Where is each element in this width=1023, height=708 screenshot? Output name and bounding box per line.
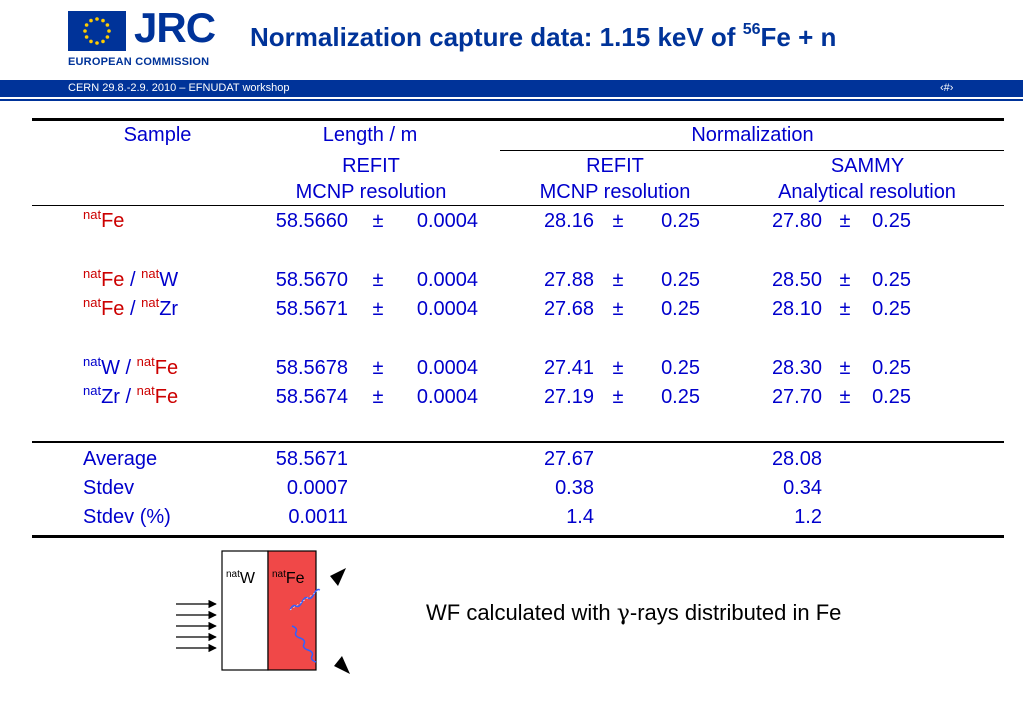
european-commission-text: EUROPEAN COMMISSION <box>68 56 210 68</box>
refit-error: 0.25 <box>661 357 700 379</box>
refit-value: 27.68 <box>543 298 594 320</box>
header-bar-underline <box>0 99 1023 101</box>
refit-value: 27.19 <box>543 386 594 408</box>
stat-refit: 27.67 <box>543 448 594 470</box>
table-bottom-rule <box>32 535 1004 538</box>
pm-sign: ± <box>612 386 624 408</box>
header-normalization: Normalization <box>691 124 814 146</box>
sammy-value: 28.50 <box>771 269 822 291</box>
length-value: 58.5678 <box>275 357 348 379</box>
gamma-symbol: γ <box>616 601 630 626</box>
sammy-error: 0.25 <box>872 386 911 408</box>
stat-label: Average <box>83 448 158 470</box>
header-norm-refit: REFIT <box>586 155 644 177</box>
jrc-logo: JRC EUROPEAN COMMISSION <box>68 4 216 70</box>
sample-geometry-diagram: natW natFe <box>170 548 360 678</box>
stat-length: 0.0011 <box>288 506 348 528</box>
length-error: 0.0004 <box>416 298 478 320</box>
pm-sign: ± <box>839 298 851 320</box>
header-bottom-rule <box>32 205 1004 206</box>
workshop-label: CERN 29.8.-2.9. 2010 – EFNUDAT workshop <box>68 82 290 94</box>
length-error: 0.0004 <box>416 357 478 379</box>
refit-value: 28.16 <box>543 210 594 232</box>
refit-value: 27.41 <box>543 357 594 379</box>
stat-sammy: 28.08 <box>771 448 822 470</box>
eu-flag-icon <box>68 11 126 51</box>
stat-refit: 0.38 <box>555 477 594 499</box>
length-value: 58.5674 <box>275 386 348 408</box>
neutron-beam-arrows <box>176 599 217 653</box>
header-sammy: SAMMY <box>830 155 905 177</box>
sample-cell: natZr / natFe <box>83 383 179 408</box>
refit-error: 0.25 <box>661 298 700 320</box>
w-label: natW <box>226 569 256 587</box>
header-length: Length / m <box>322 124 418 146</box>
title-tail: Fe + n <box>760 22 837 52</box>
length-value: 58.5670 <box>275 269 348 291</box>
title-superscript: 56 <box>742 21 761 39</box>
fe-label: natFe <box>272 569 305 587</box>
sammy-error: 0.25 <box>872 298 911 320</box>
sample-cell: natFe / natW <box>83 266 179 291</box>
sammy-value: 27.80 <box>771 210 822 232</box>
header-length-mcnp: MCNP resolution <box>295 181 447 203</box>
pm-sign: ± <box>839 357 851 379</box>
table-top-rule <box>32 118 1004 121</box>
header-bar: CERN 29.8.-2.9. 2010 – EFNUDAT workshop … <box>0 80 1023 97</box>
pm-sign: ± <box>372 386 384 408</box>
gamma-arrow-up <box>330 568 346 586</box>
title-main: Normalization capture data: 1.15 keV of <box>250 22 743 52</box>
pm-sign: ± <box>372 298 384 320</box>
stat-label: Stdev <box>83 477 135 499</box>
sammy-error: 0.25 <box>872 357 911 379</box>
sample-cell: natFe / natZr <box>83 295 179 320</box>
pm-sign: ± <box>612 298 624 320</box>
header-analytical: Analytical resolution <box>778 181 956 203</box>
w-block <box>221 550 269 671</box>
sample-cell: natW / natFe <box>83 354 179 379</box>
sample-cell: natFe <box>83 207 125 232</box>
sammy-value: 28.10 <box>771 298 822 320</box>
refit-error: 0.25 <box>661 269 700 291</box>
stat-label: Stdev (%) <box>83 506 171 528</box>
pm-sign: ± <box>612 357 624 379</box>
refit-error: 0.25 <box>661 386 700 408</box>
sammy-error: 0.25 <box>872 210 911 232</box>
gamma-ray-down <box>291 625 317 663</box>
refit-error: 0.25 <box>661 210 700 232</box>
length-error: 0.0004 <box>416 269 478 291</box>
header-norm-mcnp: MCNP resolution <box>539 181 691 203</box>
pm-sign: ± <box>839 269 851 291</box>
wf-caption: WF calculated with γ-rays distributed in… <box>426 600 842 626</box>
pm-sign: ± <box>372 357 384 379</box>
pm-sign: ± <box>839 210 851 232</box>
gamma-arrow-down <box>334 656 350 674</box>
normalization-underline <box>500 150 1004 151</box>
stat-sammy: 1.2 <box>794 506 822 528</box>
sammy-error: 0.25 <box>872 269 911 291</box>
stat-refit: 1.4 <box>566 506 594 528</box>
length-error: 0.0004 <box>416 210 478 232</box>
sammy-value: 28.30 <box>771 357 822 379</box>
stat-sammy: 0.34 <box>783 477 822 499</box>
jrc-logo-text: JRC <box>134 4 216 51</box>
pm-sign: ± <box>839 386 851 408</box>
length-value: 58.5671 <box>275 298 348 320</box>
stat-length: 58.5671 <box>275 448 348 470</box>
header-sample: Sample <box>123 124 192 146</box>
slide-title: Normalization capture data: 1.15 keV of … <box>250 21 837 53</box>
length-error: 0.0004 <box>416 386 478 408</box>
stat-length: 0.0007 <box>286 477 348 499</box>
sammy-value: 27.70 <box>771 386 822 408</box>
pm-sign: ± <box>612 210 624 232</box>
slide-number: ‹#› <box>940 82 954 94</box>
pm-sign: ± <box>372 210 384 232</box>
refit-value: 27.88 <box>543 269 594 291</box>
pm-sign: ± <box>372 269 384 291</box>
pm-sign: ± <box>612 269 624 291</box>
stats-top-rule <box>32 441 1004 443</box>
length-value: 58.5660 <box>275 210 348 232</box>
header-length-refit: REFIT <box>342 155 400 177</box>
